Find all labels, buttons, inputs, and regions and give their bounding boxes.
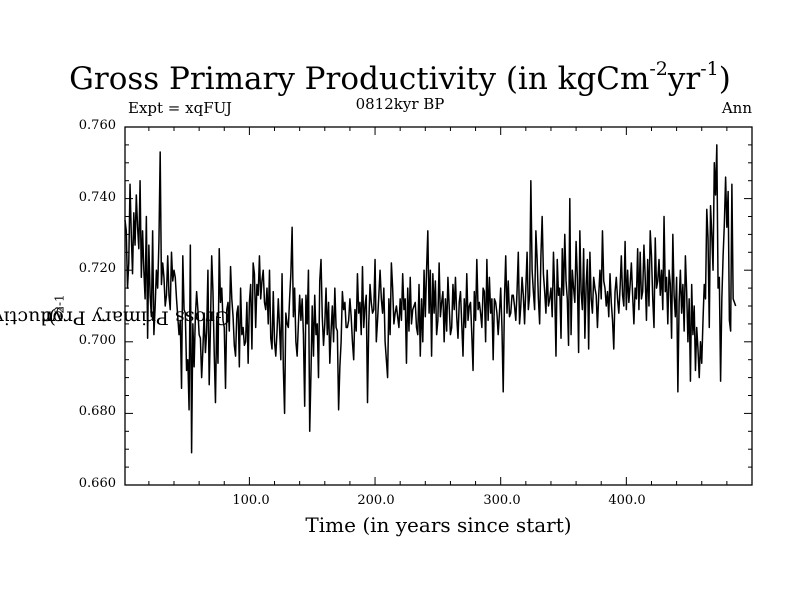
y-tick-label: 0.700: [78, 333, 116, 348]
y-tick-label: 0.760: [78, 118, 116, 133]
x-tick-label: 300.0: [483, 493, 521, 508]
y-tick-label: 0.740: [78, 190, 116, 205]
x-axis-label: Time (in years since start): [305, 513, 572, 537]
y-tick-label: 0.680: [78, 404, 116, 419]
x-tick-label: 100.0: [232, 493, 270, 508]
x-tick-label: 400.0: [608, 493, 646, 508]
season-label: Ann: [721, 99, 752, 117]
chart-title: Gross Primary Productivity (in kgCm-2yr-…: [69, 58, 731, 97]
period-label: 0812kyr BP: [355, 95, 445, 113]
y-tick-label: 0.660: [78, 476, 116, 491]
x-tick-label: 200.0: [357, 493, 395, 508]
tick-marks: [125, 126, 752, 486]
gpp-series-line: [124, 144, 737, 454]
experiment-label: Expt = xqFUJ: [128, 99, 232, 117]
y-tick-label: 0.720: [78, 261, 116, 276]
